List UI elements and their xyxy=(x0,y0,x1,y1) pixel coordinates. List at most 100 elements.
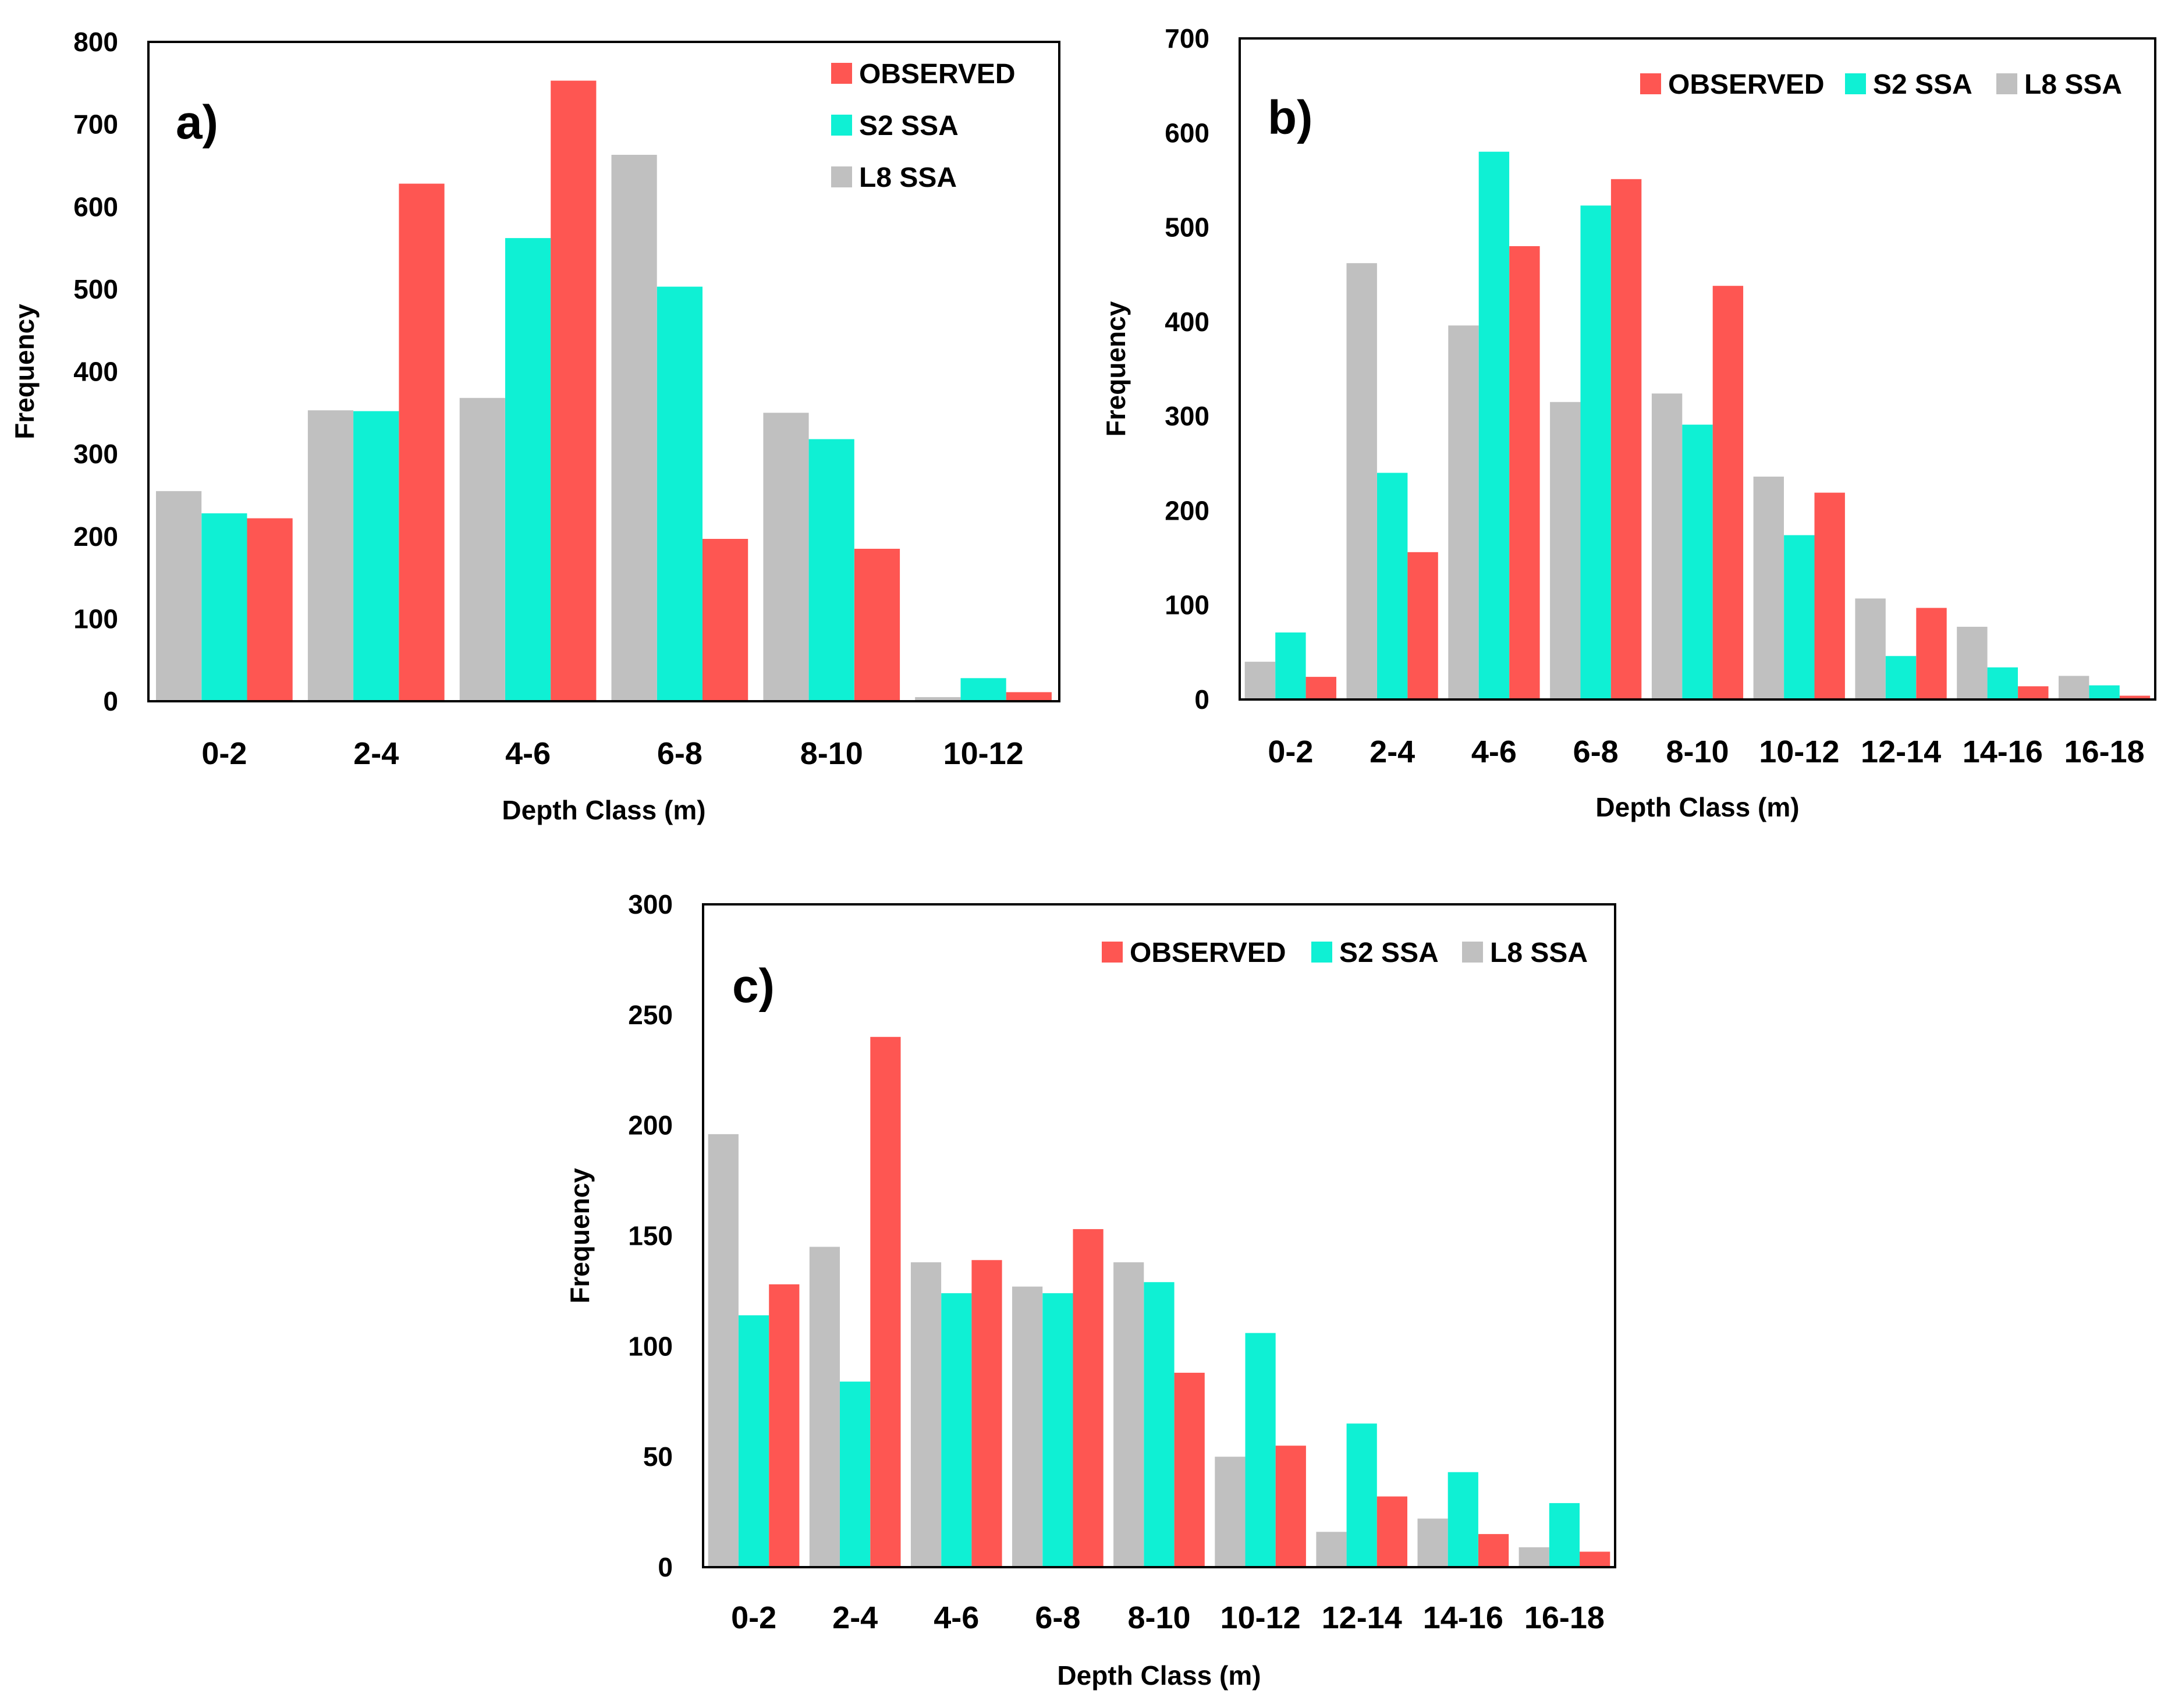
panel-b-x-tick-label: 0-2 xyxy=(1268,734,1313,769)
panel-a-bar-observed xyxy=(399,183,445,702)
panel-b-bar-observed xyxy=(1610,179,1642,699)
panel-b-x-tick-label: 4-6 xyxy=(1471,734,1517,769)
panel-c-bar-l8 xyxy=(1316,1532,1347,1567)
panel-a-bar-observed xyxy=(854,549,900,701)
panel-c-x-tick-label: 8-10 xyxy=(1127,1600,1190,1635)
panel-a-x-tick-label: 0-2 xyxy=(201,736,247,771)
panel-a-y-tick-label: 300 xyxy=(73,439,118,469)
panel-a-y-tick-label: 500 xyxy=(73,274,118,304)
panel-c-legend-swatch-l8 xyxy=(1462,942,1483,963)
panel-b-bar-l8 xyxy=(1957,627,1988,699)
panel-c-x-tick-label: 16-18 xyxy=(1524,1600,1605,1635)
panel-b-panel-label: b) xyxy=(1268,91,1312,144)
panel-a-y-axis-label: Frequency xyxy=(9,304,40,439)
panel-a-bar-s2 xyxy=(657,286,703,702)
panel-a-bar-l8 xyxy=(611,155,657,701)
panel-a-y-tick-label: 600 xyxy=(73,191,118,222)
panel-c-bar-observed xyxy=(1580,1551,1610,1567)
panel-b-bar-observed xyxy=(1305,677,1336,699)
panel-c-x-tick-label: 4-6 xyxy=(934,1600,979,1635)
panel-b-x-tick-label: 16-18 xyxy=(2064,734,2145,769)
panel-a-legend-label-s2: S2 SSA xyxy=(859,111,959,141)
panel-a-x-tick-label: 6-8 xyxy=(657,736,703,771)
panel-a-legend-label-observed: OBSERVED xyxy=(859,59,1016,90)
panel-c-y-tick-label: 150 xyxy=(628,1221,673,1251)
panel-b-bar-observed xyxy=(1916,608,1947,699)
panel-b-bar-l8 xyxy=(1346,263,1377,699)
panel-b-y-tick-label: 500 xyxy=(1165,212,1209,243)
panel-c-x-tick-label: 14-16 xyxy=(1423,1600,1503,1635)
panel-c-y-tick-label: 200 xyxy=(628,1110,673,1141)
panel-a-legend-swatch-observed xyxy=(831,63,852,84)
panel-c-bar-s2 xyxy=(738,1315,769,1567)
panel-c-y-axis-label: Frequency xyxy=(565,1168,595,1304)
panel-a-x-tick-label: 10-12 xyxy=(943,736,1024,771)
panel-b-bar-s2 xyxy=(1478,151,1510,699)
panel-a-y-tick-label: 700 xyxy=(73,109,118,140)
panel-a-bar-observed xyxy=(551,80,597,702)
panel-b-y-tick-label: 400 xyxy=(1165,307,1209,337)
panel-a-bar-observed xyxy=(1006,692,1052,701)
panel-c-legend-label-observed: OBSERVED xyxy=(1130,938,1286,968)
panel-b-x-tick-label: 8-10 xyxy=(1666,734,1729,769)
panel-c-bar-l8 xyxy=(1113,1262,1144,1567)
panel-c-bar-s2 xyxy=(941,1293,972,1567)
panel-b-bar-l8 xyxy=(1244,662,1276,699)
panel-c-legend-swatch-observed xyxy=(1102,942,1123,963)
panel-a-bar-s2 xyxy=(808,439,854,701)
panel-a-bar-s2 xyxy=(505,238,551,702)
panel-b-bar-observed xyxy=(2119,695,2151,699)
panel-a-bar-observed xyxy=(247,518,293,701)
panel-b-legend-label-s2: S2 SSA xyxy=(1873,69,1972,100)
panel-a-bar-s2 xyxy=(353,411,399,701)
panel-b-bar-s2 xyxy=(1987,667,2018,699)
panel-a-x-tick-label: 2-4 xyxy=(353,736,399,771)
panel-c-bar-l8 xyxy=(1518,1547,1549,1567)
panel-b-bar-observed xyxy=(1712,286,1744,699)
panel-c-legend-label-s2: S2 SSA xyxy=(1339,938,1439,968)
panel-b-bar-l8 xyxy=(2059,676,2089,699)
panel-b-bar-l8 xyxy=(1855,598,1886,699)
panel-b-legend-swatch-s2 xyxy=(1845,73,1866,94)
panel-b-bar-l8 xyxy=(1448,325,1479,699)
panel-c-x-tick-label: 2-4 xyxy=(832,1600,878,1635)
panel-c-bar-l8 xyxy=(1012,1286,1043,1567)
panel-a-y-tick-label: 100 xyxy=(73,603,118,634)
panel-c-panel-label: c) xyxy=(732,960,775,1013)
panel-c-bar-s2 xyxy=(1549,1503,1580,1567)
panel-a-y-tick-label: 800 xyxy=(73,27,118,57)
panel-a-bar-l8 xyxy=(459,397,505,701)
panel-b-bar-observed xyxy=(1814,492,1845,699)
panel-a-bar-l8 xyxy=(763,413,809,701)
panel-a-x-axis-label: Depth Class (m) xyxy=(502,795,705,825)
panel-c-bar-s2 xyxy=(1346,1423,1377,1567)
panel-c-bar-s2 xyxy=(1042,1293,1073,1567)
panel-c-bar-l8 xyxy=(910,1262,942,1567)
panel-a-legend-swatch-l8 xyxy=(831,166,852,187)
panel-b-legend-swatch-observed xyxy=(1640,73,1661,94)
panel-b-y-axis-label: Frequency xyxy=(1101,301,1131,436)
panel-b-bar-s2 xyxy=(1377,473,1408,699)
panel-a-x-tick-label: 8-10 xyxy=(800,736,863,771)
panel-b-bar-l8 xyxy=(1753,477,1784,699)
panel-b-x-tick-label: 2-4 xyxy=(1369,734,1415,769)
panel-c-bar-observed xyxy=(1073,1229,1104,1567)
panel-a-bar-l8 xyxy=(915,697,961,701)
panel-c-bar-s2 xyxy=(840,1382,871,1567)
panel-b-legend-label-observed: OBSERVED xyxy=(1668,69,1825,100)
panel-b-x-tick-label: 14-16 xyxy=(1963,734,2043,769)
panel-c-bar-l8 xyxy=(1215,1457,1246,1567)
panel-b-x-tick-label: 12-14 xyxy=(1861,734,1941,769)
panel-b-y-tick-label: 200 xyxy=(1165,495,1209,525)
panel-c-y-tick-label: 250 xyxy=(628,1000,673,1030)
panel-b-y-tick-label: 0 xyxy=(1194,684,1209,715)
panel-c-bar-observed xyxy=(1376,1496,1407,1567)
panel-c-y-tick-label: 0 xyxy=(658,1552,673,1582)
panel-c-x-tick-label: 10-12 xyxy=(1220,1600,1301,1635)
panel-b-bar-s2 xyxy=(2089,685,2120,699)
panel-c-y-tick-label: 300 xyxy=(628,889,673,919)
panel-a-bar-s2 xyxy=(960,678,1006,701)
panel-b-bar-s2 xyxy=(1885,656,1917,699)
panel-c-bar-l8 xyxy=(1417,1518,1448,1567)
